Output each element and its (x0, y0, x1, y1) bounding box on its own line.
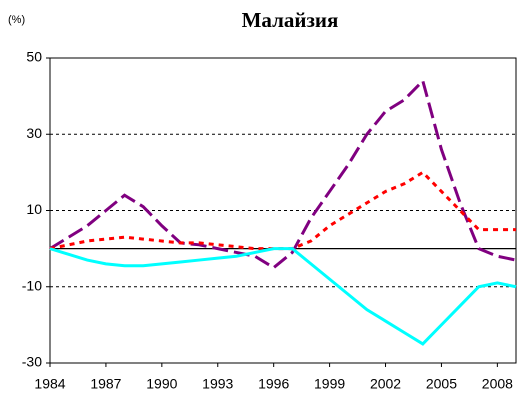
x-tick-label: 1990 (146, 376, 177, 392)
y-tick-label: 50 (26, 49, 42, 65)
x-tick-label: 1993 (202, 376, 233, 392)
x-tick-label: 2008 (482, 376, 513, 392)
x-tick-label: 1996 (258, 376, 289, 392)
y-tick-label: -10 (22, 277, 42, 293)
series-line (49, 77, 517, 270)
x-tick-label: 2002 (370, 376, 401, 392)
chart-title: Малайзия (242, 8, 339, 32)
y-tick-label: 30 (26, 125, 42, 141)
y-tick-label: -30 (22, 354, 42, 370)
series-line (49, 247, 517, 346)
unit-label: (%) (8, 14, 25, 26)
y-tick-label: 10 (26, 201, 42, 217)
plot-border (49, 57, 517, 364)
x-tick-label: 2005 (426, 376, 457, 392)
x-tick-label: 1999 (314, 376, 345, 392)
x-tick-label: 1987 (90, 376, 121, 392)
x-tick-label: 1984 (34, 376, 65, 392)
